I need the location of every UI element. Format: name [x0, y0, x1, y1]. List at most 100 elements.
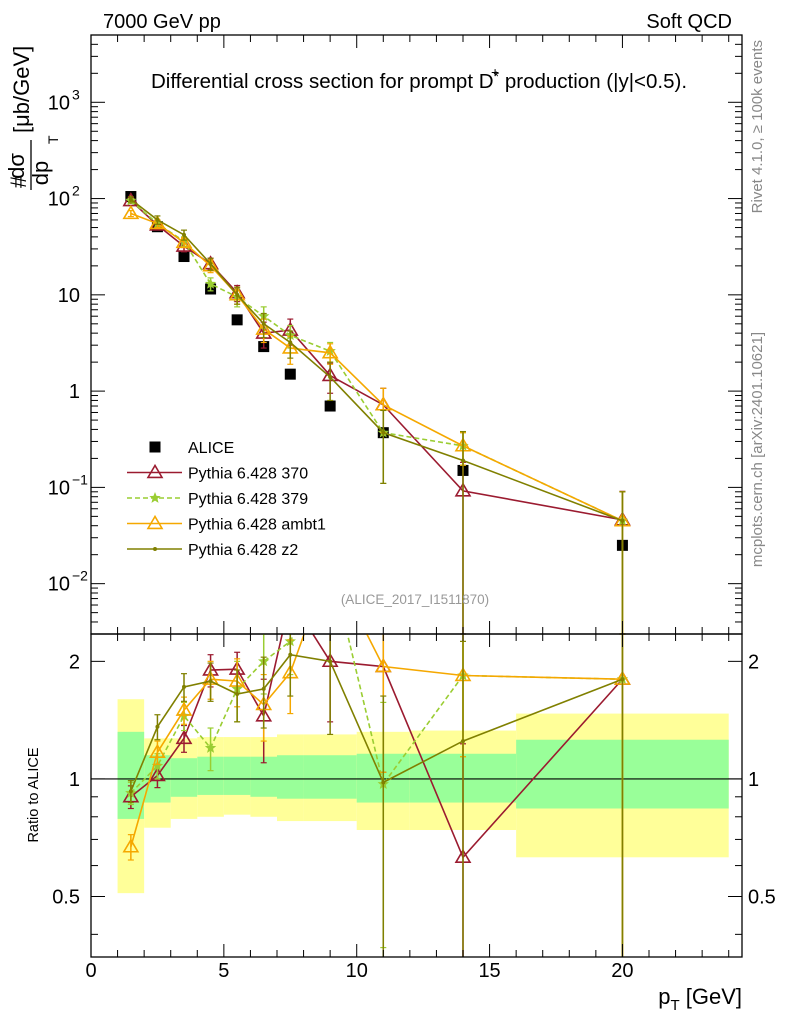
uncertainty-band-inner [303, 755, 357, 799]
x-tick-label: 20 [611, 960, 633, 982]
x-tick-label: 10 [346, 960, 368, 982]
y-label-unit: [μb/GeV] [9, 46, 34, 133]
data-point [324, 400, 336, 412]
data-point [175, 729, 193, 745]
data-point [328, 659, 333, 664]
y-tick-label: 10 [48, 92, 70, 114]
legend-item: ALICE [149, 440, 234, 457]
y-tick-label: 10 [48, 477, 70, 499]
data-point [261, 321, 266, 326]
analysis-id-annotation: (ALICE_2017_I1511870) [341, 592, 489, 607]
data-point [175, 701, 193, 716]
y-tick-label-exponent: −2 [72, 568, 88, 584]
data-point [182, 232, 186, 237]
y-tick-label-exponent: 3 [72, 86, 80, 102]
y-tick-label: 10 [48, 189, 70, 211]
ratio-panel: 0.5 0.51 12 20 5 10 15 20 Ratio to ALICE [26, 555, 776, 982]
x-axis-label: pT [GeV] [658, 984, 742, 1014]
legend: ALICE Pythia 6.428 370 Pythia 6.428 379 Pyt… [127, 440, 326, 559]
legend-item: Pythia 6.428 370 [127, 463, 308, 483]
main-series-pythia-6-428-370 [122, 192, 631, 635]
data-point [231, 314, 243, 326]
y-label-denominator: dp [28, 161, 53, 185]
y-label-denominator-sub: T [45, 135, 61, 144]
ratio-y-tick-label-right: 1 [748, 769, 759, 791]
y-tick-label-exponent: −1 [72, 471, 88, 487]
ratio-y-tick-label-right: 2 [748, 651, 759, 673]
legend-label: Pythia 6.428 379 [188, 491, 308, 508]
ratio-series-pythia-6-428-z2 [127, 634, 625, 957]
ratio-y-axis-label: Ratio to ALICE [26, 747, 42, 842]
data-point [374, 657, 392, 673]
legend-marker [149, 441, 161, 453]
uncertainty-band-inner [170, 758, 198, 797]
data-point [122, 204, 140, 220]
data-point [328, 375, 333, 380]
data-point [149, 766, 166, 782]
header-right-title: Soft QCD [646, 11, 732, 33]
x-tick-label: 15 [478, 960, 500, 982]
data-point [461, 739, 465, 744]
legend-label: Pythia 6.428 z2 [188, 542, 298, 559]
ratio-y-tick-label-right: 0.5 [748, 887, 776, 909]
legend-marker [149, 492, 161, 503]
uncertainty-band-inner [223, 756, 251, 795]
data-point [324, 556, 335, 567]
x-tick-label: 5 [218, 960, 229, 982]
x-tick-label: 0 [85, 960, 96, 982]
y-label-hash: # [6, 175, 31, 188]
data-point [208, 679, 213, 684]
data-point [461, 458, 465, 463]
legend-item: Pythia 6.428 z2 [127, 542, 298, 559]
y-tick-label-exponent: 2 [72, 183, 80, 199]
ratio-panel-frame [90, 633, 743, 958]
data-point [151, 759, 164, 771]
plot-title: Differential cross section for prompt D*… [151, 64, 687, 93]
legend-item: Pythia 6.428 ambt1 [127, 514, 326, 534]
data-point [284, 368, 296, 380]
data-point [321, 344, 339, 359]
ratio-y-tick-label-left: 2 [69, 651, 80, 673]
main-series-pythia-6-428-379 [125, 194, 629, 635]
legend-item: Pythia 6.428 379 [127, 491, 308, 508]
ratio-y-tick-label-left: 0.5 [52, 887, 80, 909]
data-point [182, 684, 186, 689]
data-point [620, 677, 625, 682]
legend-marker [146, 463, 164, 479]
uncertainty-band-inner [250, 756, 277, 797]
data-point [178, 251, 190, 263]
y-tick-label: 1 [69, 381, 80, 403]
data-point [288, 652, 293, 657]
data-point [204, 277, 217, 289]
data-point [323, 555, 337, 567]
data-point [128, 197, 133, 202]
data-point [155, 724, 160, 729]
data-point [122, 838, 140, 853]
legend-label: ALICE [188, 440, 234, 457]
main-y-axis-label: # dσ dp T [μb/GeV] [4, 46, 61, 190]
legend-label: Pythia 6.428 ambt1 [188, 517, 326, 534]
data-point [204, 742, 217, 753]
legend-marker [153, 547, 157, 551]
data-point [374, 396, 392, 411]
header-left-title: 7000 GeV pp [103, 11, 221, 33]
mcplots-label: mcplots.cern.ch [arXiv:2401.10621] [749, 332, 766, 567]
data-point [208, 261, 213, 266]
y-tick-label: 10 [48, 574, 70, 596]
data-point [283, 591, 297, 603]
data-point [155, 217, 160, 222]
y-tick-label: 10 [58, 285, 80, 307]
data-point [261, 686, 266, 691]
data-point [149, 743, 166, 758]
main-series-pythia-6-428-ambt1 [122, 204, 631, 635]
y-label-numerator: dσ [4, 153, 29, 179]
series-line [130, 634, 623, 794]
main-series-pythia-6-428-z2 [127, 196, 626, 635]
data-point [128, 789, 133, 794]
data-point [175, 233, 193, 249]
data-point [288, 340, 293, 345]
legend-label: Pythia 6.428 370 [188, 466, 308, 483]
data-point [235, 292, 240, 297]
